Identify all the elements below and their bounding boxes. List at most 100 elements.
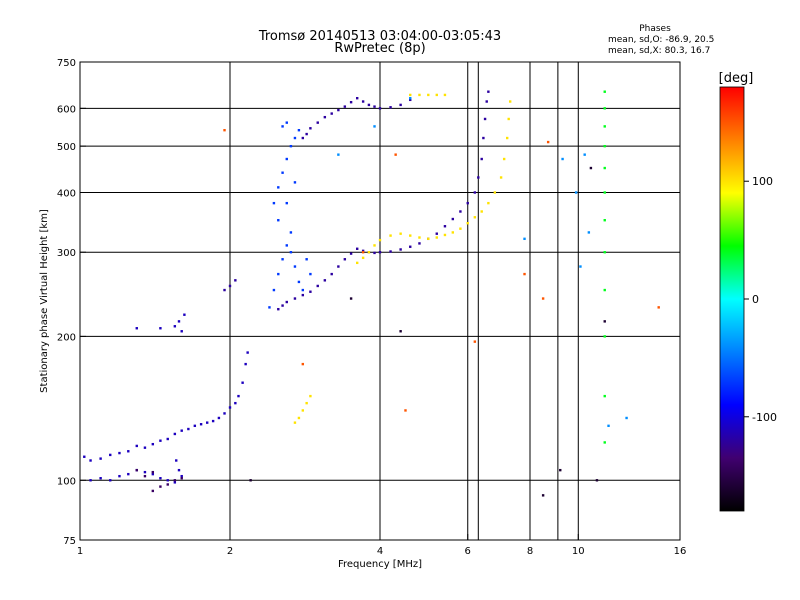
data-point bbox=[603, 191, 606, 194]
data-point bbox=[228, 406, 232, 409]
data-point bbox=[541, 494, 545, 497]
data-point bbox=[485, 100, 488, 103]
data-point bbox=[435, 93, 438, 97]
y-axis-label: Stationary phase Virtual Height [km] bbox=[39, 209, 50, 393]
data-point bbox=[378, 107, 382, 110]
x-axis-label: Frequency [MHz] bbox=[338, 559, 422, 570]
data-point bbox=[151, 472, 155, 476]
data-point bbox=[249, 479, 252, 482]
chart-title: Tromsø 20140513 03:04:00-03:05:43 bbox=[258, 29, 501, 44]
data-point bbox=[277, 307, 280, 311]
data-point bbox=[451, 231, 455, 234]
data-point bbox=[595, 479, 599, 482]
y-tick-label: 75 bbox=[63, 536, 76, 547]
data-point bbox=[373, 244, 376, 247]
data-point bbox=[367, 103, 371, 107]
x-tick-label: 6 bbox=[465, 546, 471, 557]
data-point bbox=[166, 483, 169, 486]
data-point bbox=[175, 459, 178, 462]
data-point bbox=[499, 176, 503, 179]
data-point bbox=[135, 444, 138, 448]
data-point bbox=[493, 191, 497, 194]
data-point bbox=[418, 93, 421, 97]
x-tick-label: 4 bbox=[377, 546, 383, 557]
y-axis-ticks: 75 100 200 300 400 500 600 750 bbox=[57, 58, 86, 547]
data-point bbox=[427, 93, 430, 97]
data-point bbox=[404, 409, 407, 412]
data-point bbox=[237, 394, 240, 398]
data-point bbox=[211, 419, 215, 423]
data-point bbox=[625, 416, 628, 420]
data-point bbox=[459, 210, 462, 213]
data-point bbox=[83, 455, 86, 458]
data-point bbox=[109, 453, 112, 457]
data-point bbox=[394, 153, 397, 156]
data-point bbox=[603, 125, 606, 128]
data-point bbox=[435, 236, 438, 239]
data-point bbox=[361, 251, 365, 254]
data-point bbox=[378, 238, 382, 242]
data-point bbox=[293, 265, 297, 268]
data-point bbox=[135, 327, 138, 330]
x-tick-label: 2 bbox=[227, 546, 233, 557]
data-point bbox=[355, 96, 359, 100]
data-point bbox=[389, 234, 392, 237]
data-point bbox=[301, 409, 305, 412]
data-point bbox=[173, 479, 177, 482]
data-point bbox=[244, 362, 247, 366]
data-point bbox=[505, 136, 509, 140]
data-point bbox=[301, 136, 305, 140]
data-point bbox=[151, 489, 155, 493]
grid-lines bbox=[79, 62, 681, 540]
data-point bbox=[378, 251, 382, 254]
data-point bbox=[234, 279, 237, 282]
data-point bbox=[301, 362, 305, 366]
data-point bbox=[217, 416, 221, 420]
x-tick-label: 8 bbox=[527, 546, 533, 557]
data-point bbox=[559, 468, 562, 472]
data-point bbox=[427, 237, 430, 241]
data-point bbox=[361, 100, 365, 103]
data-point bbox=[281, 258, 284, 261]
data-point bbox=[603, 107, 606, 110]
data-point bbox=[466, 222, 469, 225]
data-point bbox=[234, 401, 237, 405]
data-point bbox=[409, 234, 412, 237]
data-point bbox=[373, 105, 376, 108]
data-point bbox=[289, 144, 293, 148]
data-point bbox=[89, 479, 92, 482]
data-point bbox=[118, 451, 121, 455]
data-point bbox=[343, 105, 347, 108]
data-point bbox=[443, 233, 447, 237]
data-point bbox=[180, 330, 183, 333]
data-point bbox=[289, 231, 293, 234]
data-point bbox=[523, 237, 526, 241]
data-point bbox=[323, 279, 327, 282]
data-point bbox=[483, 117, 487, 121]
data-point bbox=[337, 265, 340, 268]
data-point bbox=[193, 424, 197, 428]
data-point bbox=[281, 125, 284, 128]
data-point bbox=[297, 280, 301, 284]
data-point bbox=[603, 219, 606, 222]
data-point bbox=[281, 304, 284, 307]
data-point bbox=[180, 474, 183, 478]
data-point bbox=[349, 100, 353, 104]
data-point bbox=[309, 127, 312, 130]
data-point bbox=[316, 121, 319, 124]
data-point bbox=[323, 115, 327, 119]
data-point bbox=[223, 288, 226, 292]
y-tick-label: 600 bbox=[57, 104, 76, 115]
data-point bbox=[389, 250, 392, 253]
data-point bbox=[355, 247, 359, 250]
data-point bbox=[127, 472, 130, 476]
data-point bbox=[177, 468, 181, 472]
data-point bbox=[297, 128, 301, 132]
data-point bbox=[579, 265, 582, 268]
data-point bbox=[272, 201, 276, 205]
data-point bbox=[159, 485, 162, 488]
data-point bbox=[508, 100, 512, 103]
data-point bbox=[305, 258, 308, 261]
data-point bbox=[477, 176, 480, 179]
